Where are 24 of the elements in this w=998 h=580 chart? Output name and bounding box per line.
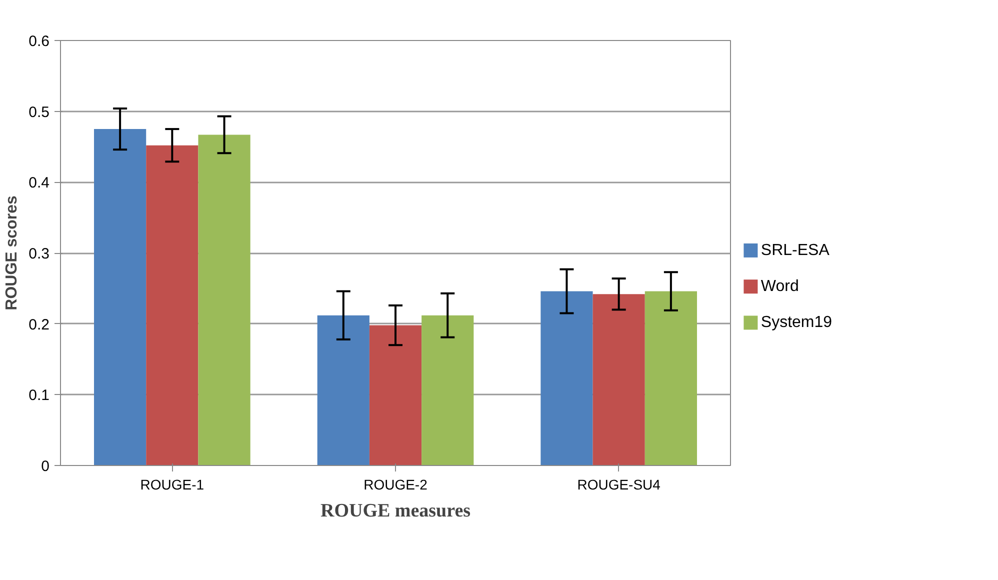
x-tick-label: ROUGE-2 <box>364 476 428 492</box>
x-tick-label: ROUGE-1 <box>140 476 204 492</box>
y-tick-label: 0.2 <box>28 316 50 334</box>
y-tick-label: 0.3 <box>28 246 50 262</box>
bar <box>592 294 645 466</box>
bar <box>540 291 593 466</box>
y-tick-label: 0.1 <box>28 387 50 404</box>
y-tick-label: 0 <box>41 458 50 475</box>
bar <box>422 315 474 466</box>
x-tick-label: ROUGE-SU4 <box>577 476 661 492</box>
y-axis-title: ROUGE scores <box>4 196 21 310</box>
legend-label: SRL-ESA <box>760 242 830 259</box>
y-tick-label: 0.4 <box>28 174 50 192</box>
bar <box>94 129 146 466</box>
bar <box>146 145 198 466</box>
y-tick-label: 0.5 <box>28 104 50 121</box>
legend-label: Word <box>760 278 799 296</box>
bar <box>198 134 250 466</box>
legend-label: System19 <box>760 314 832 332</box>
bar <box>369 325 422 466</box>
y-tick-label: 0.6 <box>28 33 50 50</box>
x-axis-title: ROUGE measures <box>320 500 471 522</box>
bar <box>644 291 697 466</box>
bar <box>317 315 370 466</box>
